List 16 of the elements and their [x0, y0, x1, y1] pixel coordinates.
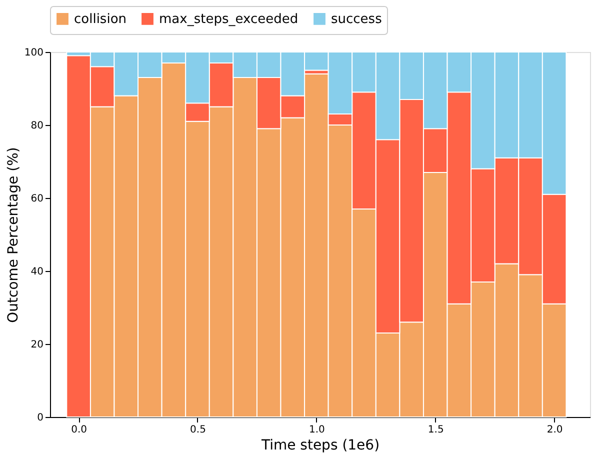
- y-tick-label: 80: [30, 120, 44, 132]
- legend-label: collision: [74, 12, 127, 27]
- x-tick-label: 0.5: [190, 424, 206, 436]
- y-tick-label: 20: [30, 340, 44, 350]
- y-tick-label: 60: [30, 194, 44, 204]
- legend-label: success: [331, 12, 382, 27]
- y-tick-label: 0: [37, 412, 44, 424]
- x-tick-label: 1.0: [308, 424, 325, 436]
- x-tick-label: 2.0: [546, 424, 563, 436]
- legend-label: max_steps_exceeded: [159, 12, 298, 27]
- y-axis-title: Outcome Percentage (%): [5, 147, 22, 323]
- x-axis-title: Time steps (1e6): [260, 438, 380, 454]
- x-tick-label: 0.0: [71, 424, 87, 436]
- x-tick-label: 1.5: [428, 424, 444, 436]
- y-tick-label: 40: [30, 266, 44, 278]
- y-tick-label: 100: [24, 48, 44, 58]
